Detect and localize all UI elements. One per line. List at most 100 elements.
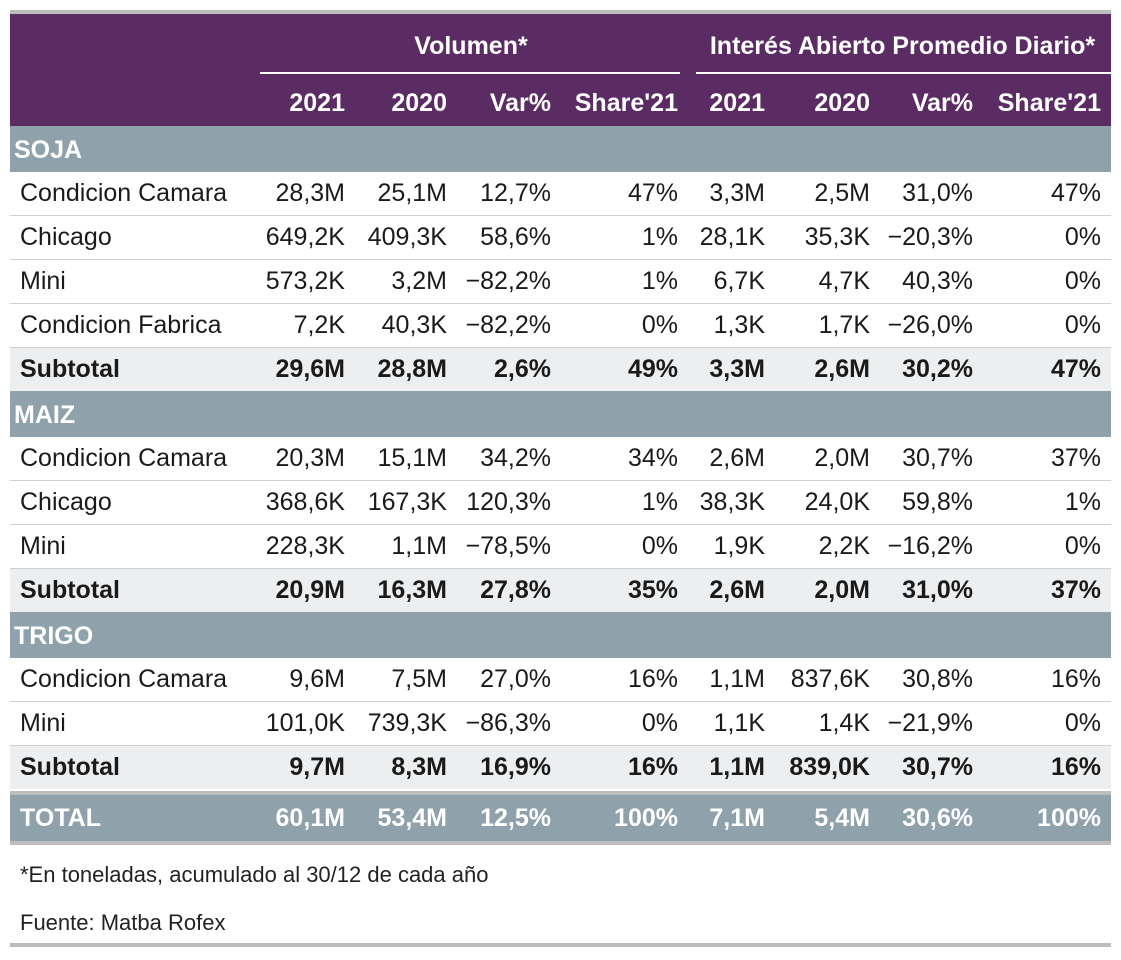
cell-vol-var: 120,3% (466, 488, 551, 516)
cell-vol-var: 27,0% (480, 665, 551, 693)
cell-oi-share: 47% (1050, 355, 1101, 383)
cell-oi-2021: 1,1K (713, 709, 765, 737)
cell-oi-2021: 38,3K (699, 488, 765, 516)
cell-oi-share: 37% (1050, 576, 1101, 604)
cell-oi-var: 30,2% (902, 355, 973, 383)
row-label: Mini (20, 267, 66, 295)
cell-vol-share: 1% (641, 267, 678, 295)
cell-oi-2020: 24,0K (804, 488, 870, 516)
column-header-vol-2020: 2020 (391, 89, 447, 117)
cell-oi-2021: 2,6M (709, 444, 765, 472)
table-row: Condicion Camara 9,6M 7,5M 27,0% 16% 1,1M 837,… (10, 658, 1111, 702)
cell-vol-share: 0% (641, 532, 678, 560)
cell-vol-2021: 9,7M (289, 753, 345, 781)
cell-oi-2020: 1,7K (818, 311, 870, 339)
cell-oi-share: 1% (1064, 488, 1101, 516)
cell-vol-share: 0% (641, 709, 678, 737)
cell-vol-var: 16,9% (480, 753, 551, 781)
cell-vol-2020: 739,3K (367, 709, 447, 737)
cell-vol-2021: 573,2K (265, 267, 345, 295)
cell-vol-share: 1% (641, 223, 678, 251)
cell-vol-share: 47% (627, 179, 678, 207)
cell-vol-2020: 167,3K (367, 488, 447, 516)
cell-oi-2021: 7,1M (709, 804, 765, 832)
cell-oi-var: 31,0% (902, 576, 973, 604)
top-rule (10, 10, 1111, 14)
cell-vol-2020: 16,3M (377, 576, 447, 604)
cell-vol-var: −82,2% (465, 311, 552, 339)
cell-vol-2020: 409,3K (367, 223, 447, 251)
cell-oi-2021: 1,1M (709, 665, 765, 693)
cell-oi-2021: 1,3K (713, 311, 765, 339)
cell-vol-2021: 20,9M (275, 576, 345, 604)
row-label: Condicion Camara (20, 665, 228, 693)
table-row: Mini 573,2K 3,2M −82,2% 1% 6,7K 4,7K 40,3% 0% (10, 260, 1111, 304)
row-label: TOTAL (20, 804, 102, 832)
cell-vol-2021: 20,3M (275, 444, 345, 472)
cell-oi-2020: 837,6K (790, 665, 870, 693)
cell-oi-share: 0% (1064, 532, 1101, 560)
cell-vol-2020: 15,1M (377, 444, 447, 472)
cell-oi-2020: 2,6M (814, 355, 870, 383)
table-row: Mini 228,3K 1,1M −78,5% 0% 1,9K 2,2K −16,2% 0% (10, 525, 1111, 569)
total-rule (10, 791, 1111, 795)
group-volumen-label: Volumen (414, 32, 518, 60)
row-label: Condicion Camara (20, 444, 228, 472)
column-header-oi-2021: 2021 (709, 89, 765, 117)
cell-oi-share: 47% (1050, 179, 1101, 207)
cell-oi-var: 40,3% (902, 267, 973, 295)
cell-oi-2021: 6,7K (713, 267, 765, 295)
cell-oi-var: −16,2% (887, 532, 974, 560)
table-row: Condicion Camara 20,3M 15,1M 34,2% 34% 2,6M 2,… (10, 437, 1111, 481)
footnote: *En toneladas, acumulado al 30/12 de cad… (20, 862, 489, 887)
bottom-rule (10, 943, 1111, 947)
cell-oi-2020: 5,4M (814, 804, 870, 832)
subtotal-row: Subtotal 29,6M 28,8M 2,6% 49% 3,3M 2,6M 30,2% 47… (10, 348, 1111, 391)
total-bottom-rule (10, 841, 1111, 845)
cell-vol-var: 12,5% (480, 804, 551, 832)
cell-oi-share: 16% (1050, 753, 1101, 781)
cell-vol-2021: 60,1M (275, 804, 345, 832)
table-header: Volumen* Interés Abierto Promedio Diario… (10, 14, 1111, 126)
cell-oi-2020: 35,3K (804, 223, 870, 251)
cell-oi-2021: 1,9K (713, 532, 765, 560)
group-interes-label: Interés Abierto Promedio Diario (709, 32, 1086, 60)
subtotal-row: Subtotal 9,7M 8,3M 16,9% 16% 1,1M 839,0K 30,7% 1… (10, 746, 1111, 789)
cell-vol-2021: 649,2K (265, 223, 345, 251)
row-label: Condicion Camara (20, 179, 228, 207)
cell-oi-2020: 2,2K (818, 532, 870, 560)
data-table: Volumen* Interés Abierto Promedio Diario… (10, 10, 1111, 845)
cell-oi-2021: 28,1K (699, 223, 765, 251)
cell-vol-share: 34% (627, 444, 678, 472)
cell-oi-share: 16% (1050, 665, 1101, 693)
group-underline-interes (696, 72, 1111, 74)
cell-oi-share: 0% (1064, 223, 1101, 251)
cell-vol-2021: 28,3M (275, 179, 345, 207)
column-header-oi-2020: 2020 (814, 89, 870, 117)
cell-vol-share: 100% (614, 804, 678, 832)
column-header-oi-var: Var% (911, 89, 973, 117)
cell-oi-var: 31,0% (902, 179, 973, 207)
cell-oi-var: 30,7% (902, 753, 973, 781)
cell-vol-2021: 228,3K (265, 532, 345, 560)
total-row: TOTAL 60,1M 53,4M 12,5% 100% 7,1M 5,4M 30,6% 100… (10, 795, 1111, 841)
row-label: Mini (20, 709, 66, 737)
cell-oi-var: 30,8% (902, 665, 973, 693)
cell-oi-var: −20,3% (887, 223, 974, 251)
section-header-trigo: TRIGO (10, 612, 1111, 658)
cell-vol-share: 16% (627, 753, 678, 781)
row-label: Subtotal (20, 576, 120, 604)
cell-oi-2021: 3,3M (709, 179, 765, 207)
group-underline-volumen (260, 72, 680, 74)
row-label: Chicago (20, 223, 112, 251)
spacer (10, 789, 1111, 791)
cell-oi-share: 37% (1050, 444, 1101, 472)
cell-oi-var: 30,7% (902, 444, 973, 472)
cell-vol-2020: 53,4M (377, 804, 447, 832)
cell-vol-var: 58,6% (480, 223, 551, 251)
cell-vol-var: 34,2% (480, 444, 551, 472)
group-header-volumen: Volumen* (262, 26, 680, 66)
row-label: Subtotal (20, 753, 120, 781)
asterisk: * (517, 32, 528, 60)
cell-vol-2020: 3,2M (391, 267, 447, 295)
